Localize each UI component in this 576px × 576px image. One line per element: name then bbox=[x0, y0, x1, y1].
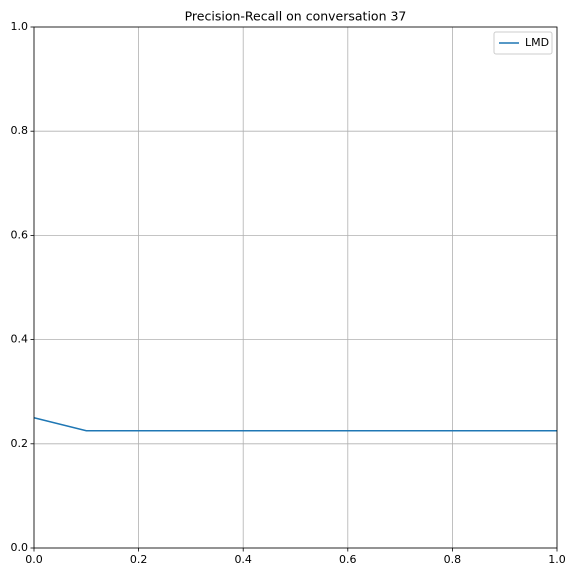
x-tick-label: 0.4 bbox=[234, 553, 252, 566]
plot-frame bbox=[33, 26, 558, 549]
y-tick-label: 0.6 bbox=[11, 228, 29, 241]
y-tick-label: 0.8 bbox=[11, 124, 29, 137]
x-tick-label: 0.6 bbox=[339, 553, 357, 566]
y-tick-label: 0.0 bbox=[11, 541, 29, 554]
legend-box bbox=[493, 31, 553, 55]
chart-title: Precision-Recall on conversation 37 bbox=[185, 9, 407, 24]
legend-label: LMD bbox=[525, 36, 549, 49]
series-line bbox=[33, 417, 557, 432]
x-tick-label: 0.2 bbox=[130, 553, 148, 566]
y-tick-label: 0.2 bbox=[11, 437, 29, 450]
x-tick-label: 1.0 bbox=[548, 553, 566, 566]
x-tick-label: 0.8 bbox=[444, 553, 462, 566]
y-tick-label: 1.0 bbox=[11, 20, 29, 33]
x-tick-label: 0.0 bbox=[25, 553, 43, 566]
y-tick-label: 0.4 bbox=[11, 333, 29, 346]
